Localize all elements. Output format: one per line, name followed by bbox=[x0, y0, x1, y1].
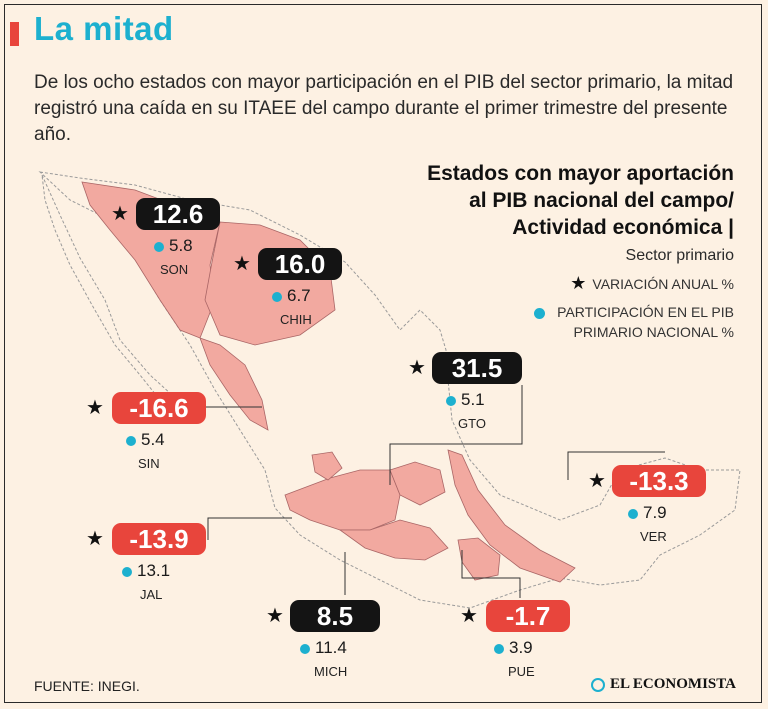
leader-line-gto bbox=[389, 385, 523, 485]
state-shape-ver bbox=[447, 449, 576, 583]
legend-dot-row: PARTICIPACIÓN EN EL PIB PRIMARIO NACIONA… bbox=[374, 302, 734, 342]
share-chih: 6.7 bbox=[272, 286, 311, 306]
share-ver: 7.9 bbox=[628, 503, 667, 523]
abbr-gto: GTO bbox=[458, 416, 486, 431]
state-shape-zac bbox=[311, 451, 343, 481]
star-icon: ★ bbox=[570, 273, 587, 293]
variation-badge-sin: -16.6 bbox=[112, 392, 206, 424]
variation-badge-jal: -13.9 bbox=[112, 523, 206, 555]
abbr-ver: VER bbox=[640, 529, 667, 544]
abbr-sin: SIN bbox=[138, 456, 160, 471]
star-icon: ★ bbox=[460, 605, 478, 627]
variation-badge-mich: 8.5 bbox=[290, 600, 380, 632]
star-icon: ★ bbox=[111, 203, 129, 225]
state-shape-mich bbox=[338, 519, 449, 561]
share-sin: 5.4 bbox=[126, 430, 165, 450]
abbr-mich: MICH bbox=[314, 664, 348, 679]
legend-dot-label-1: PARTICIPACIÓN EN EL PIB bbox=[557, 304, 734, 320]
share-mich: 11.4 bbox=[300, 638, 347, 658]
leader-line-ver bbox=[567, 451, 665, 480]
variation-badge-chih: 16.0 bbox=[258, 248, 342, 280]
star-icon: ★ bbox=[588, 470, 606, 492]
title-accent-bar bbox=[10, 22, 19, 46]
state-shape-sin bbox=[199, 337, 269, 431]
abbr-chih: CHIH bbox=[280, 312, 312, 327]
star-icon: ★ bbox=[86, 528, 104, 550]
dot-icon bbox=[446, 395, 456, 406]
dot-icon bbox=[494, 643, 504, 654]
star-icon: ★ bbox=[86, 397, 104, 419]
dot-icon bbox=[300, 643, 310, 654]
panel-title-line2: al PIB nacional del campo/ bbox=[469, 189, 734, 212]
abbr-jal: JAL bbox=[140, 587, 163, 602]
dot-icon bbox=[534, 307, 546, 319]
panel-sector: Sector primario bbox=[625, 247, 734, 264]
legend-dot-label-2: PRIMARIO NACIONAL % bbox=[573, 324, 734, 340]
dot-icon bbox=[628, 508, 638, 519]
legend-panel: Estados con mayor aportación al PIB naci… bbox=[374, 160, 734, 342]
abbr-pue: PUE bbox=[508, 664, 535, 679]
dot-icon bbox=[272, 291, 282, 302]
star-icon: ★ bbox=[408, 357, 426, 379]
brand-icon bbox=[591, 677, 605, 692]
brand-logo: EL ECONOMISTA bbox=[591, 676, 736, 693]
state-shape-gto bbox=[389, 461, 446, 506]
source-note: FUENTE: INEGI. bbox=[34, 678, 140, 694]
abbr-son: SON bbox=[160, 262, 189, 277]
page-title: La mitad bbox=[34, 10, 174, 47]
share-gto: 5.1 bbox=[446, 390, 485, 410]
state-shape-jal bbox=[284, 469, 401, 531]
share-son: 5.8 bbox=[154, 236, 193, 256]
dot-icon bbox=[154, 241, 164, 252]
frame bbox=[4, 4, 762, 703]
star-icon: ★ bbox=[266, 605, 284, 627]
variation-badge-gto: 31.5 bbox=[432, 352, 522, 384]
mexico-outline bbox=[38, 171, 741, 609]
leader-line-jal bbox=[207, 517, 292, 540]
star-icon: ★ bbox=[233, 253, 251, 275]
panel-title-line1: Estados con mayor aportación bbox=[427, 162, 734, 185]
legend-star-label: VARIACIÓN ANUAL % bbox=[592, 276, 734, 292]
leader-line-pue bbox=[461, 550, 521, 598]
share-pue: 3.9 bbox=[494, 638, 533, 658]
dot-icon bbox=[122, 566, 132, 577]
variation-badge-pue: -1.7 bbox=[486, 600, 570, 632]
dot-icon bbox=[126, 435, 136, 446]
state-shape-chih bbox=[204, 221, 336, 346]
variation-badge-son: 12.6 bbox=[136, 198, 220, 230]
variation-badge-ver: -13.3 bbox=[612, 465, 706, 497]
share-jal: 13.1 bbox=[122, 561, 170, 581]
panel-title-line3: Actividad económica | bbox=[512, 216, 734, 239]
legend-star-row: ★ VARIACIÓN ANUAL % bbox=[374, 273, 734, 294]
page-subtitle: De los ocho estados con mayor participac… bbox=[34, 72, 734, 145]
